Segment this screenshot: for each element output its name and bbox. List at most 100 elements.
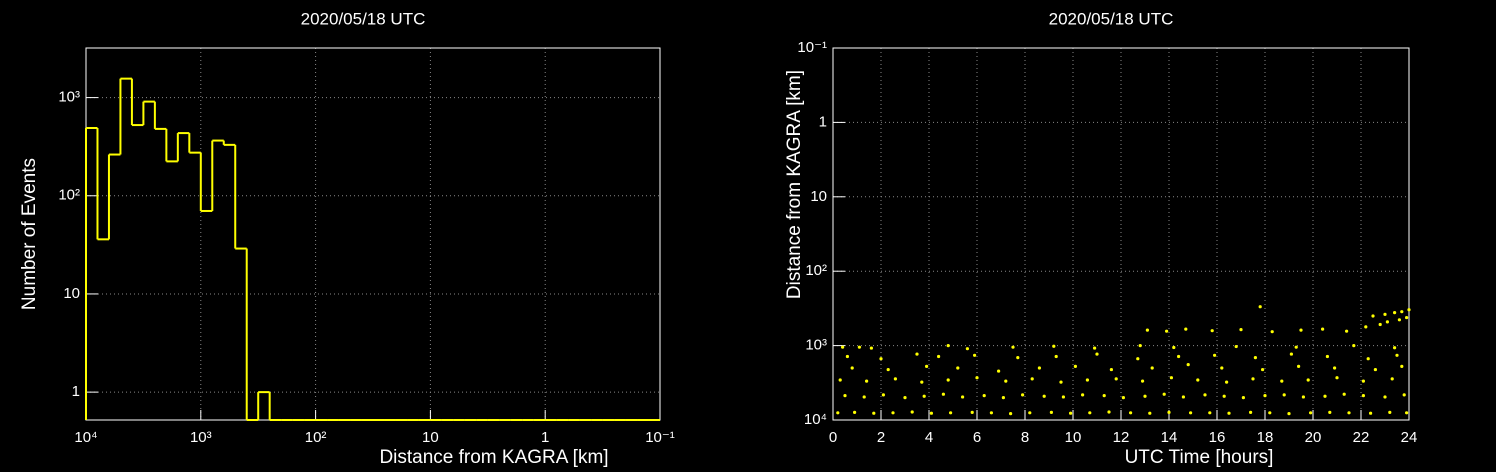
point bbox=[910, 410, 914, 414]
point bbox=[1383, 312, 1387, 316]
point bbox=[982, 394, 986, 398]
point bbox=[915, 352, 919, 356]
point bbox=[1220, 366, 1224, 370]
point bbox=[1196, 378, 1200, 382]
point bbox=[1009, 411, 1013, 416]
point bbox=[1189, 411, 1193, 415]
point bbox=[1282, 393, 1286, 397]
point bbox=[1186, 362, 1190, 367]
x-tick-label: 18 bbox=[1257, 429, 1274, 446]
point bbox=[1364, 325, 1368, 329]
point bbox=[1234, 344, 1238, 349]
point bbox=[886, 367, 890, 372]
point bbox=[1239, 328, 1243, 332]
x-tick-label: 10⁻¹ bbox=[645, 429, 675, 446]
point bbox=[1162, 392, 1166, 396]
point bbox=[1383, 395, 1387, 399]
point bbox=[1301, 395, 1305, 399]
point bbox=[975, 376, 979, 380]
chart-title: 2020/05/18 UTC bbox=[301, 9, 426, 28]
point bbox=[1145, 328, 1149, 332]
x-tick-label: 16 bbox=[1209, 429, 1226, 446]
point bbox=[1328, 410, 1332, 414]
x-tick-label: 2 bbox=[877, 429, 885, 446]
point bbox=[946, 378, 950, 382]
point bbox=[1167, 410, 1171, 414]
point bbox=[1129, 411, 1133, 415]
point bbox=[1241, 396, 1245, 400]
y-tick-label: 10³ bbox=[805, 337, 827, 354]
point bbox=[862, 395, 866, 399]
point bbox=[903, 396, 907, 400]
y-tick-label: 10² bbox=[805, 262, 827, 279]
point bbox=[1114, 377, 1118, 381]
point bbox=[1371, 314, 1375, 318]
x-tick-label: 22 bbox=[1353, 429, 1370, 446]
point bbox=[1405, 315, 1409, 320]
point bbox=[1049, 410, 1053, 414]
y-tick-label: 1 bbox=[819, 113, 827, 130]
point bbox=[1369, 411, 1373, 415]
point bbox=[1102, 394, 1106, 398]
point bbox=[841, 345, 845, 349]
x-tick-label: 0 bbox=[829, 429, 837, 446]
y-axis-title: Distance from KAGRA [km] bbox=[784, 70, 805, 299]
point bbox=[872, 411, 876, 415]
point bbox=[1280, 379, 1284, 383]
point bbox=[1169, 376, 1173, 380]
point bbox=[1405, 411, 1409, 415]
point bbox=[1011, 345, 1015, 349]
plot-frame bbox=[832, 47, 1410, 421]
x-axis-title: Distance from KAGRA [km] bbox=[379, 447, 608, 468]
point bbox=[850, 366, 854, 370]
point bbox=[1001, 396, 1006, 400]
point bbox=[1335, 376, 1339, 380]
point bbox=[1136, 357, 1140, 361]
point bbox=[1366, 357, 1370, 361]
point bbox=[1165, 329, 1169, 333]
chart-title: 2020/05/18 UTC bbox=[1049, 9, 1174, 28]
point bbox=[1148, 411, 1152, 415]
point bbox=[961, 395, 965, 399]
point bbox=[857, 345, 862, 349]
point bbox=[1251, 377, 1255, 381]
point bbox=[1093, 346, 1097, 350]
point bbox=[853, 410, 857, 414]
y-axis-title: Number of Events bbox=[19, 158, 40, 310]
x-tick-label: 10 bbox=[1065, 429, 1082, 446]
point bbox=[997, 369, 1001, 373]
x-tick-label: 6 bbox=[973, 429, 981, 446]
point bbox=[1352, 344, 1356, 348]
point bbox=[941, 392, 946, 396]
x-axis-title: UTC Time [hours] bbox=[1125, 447, 1274, 468]
y-tick-label: 10⁴ bbox=[804, 411, 827, 428]
point bbox=[1361, 379, 1365, 383]
y-tick-label: 10² bbox=[58, 187, 80, 204]
point bbox=[891, 411, 895, 415]
point bbox=[845, 354, 850, 359]
point bbox=[1258, 305, 1262, 309]
point bbox=[1085, 378, 1089, 382]
point bbox=[1225, 380, 1229, 384]
point bbox=[1390, 377, 1394, 381]
point bbox=[1222, 394, 1226, 398]
point bbox=[1172, 345, 1176, 350]
point bbox=[1402, 393, 1406, 397]
point bbox=[1203, 393, 1207, 397]
point bbox=[1393, 310, 1397, 315]
point bbox=[1407, 308, 1411, 312]
point bbox=[1397, 318, 1401, 322]
point bbox=[869, 346, 874, 350]
point bbox=[1345, 329, 1349, 333]
point bbox=[1081, 393, 1085, 397]
point bbox=[1095, 352, 1099, 356]
point bbox=[1323, 394, 1327, 398]
point bbox=[1261, 367, 1265, 372]
point bbox=[1143, 394, 1147, 398]
point bbox=[1287, 411, 1291, 416]
point bbox=[946, 344, 950, 348]
point bbox=[1004, 379, 1008, 383]
point bbox=[838, 378, 842, 382]
point bbox=[920, 380, 924, 384]
